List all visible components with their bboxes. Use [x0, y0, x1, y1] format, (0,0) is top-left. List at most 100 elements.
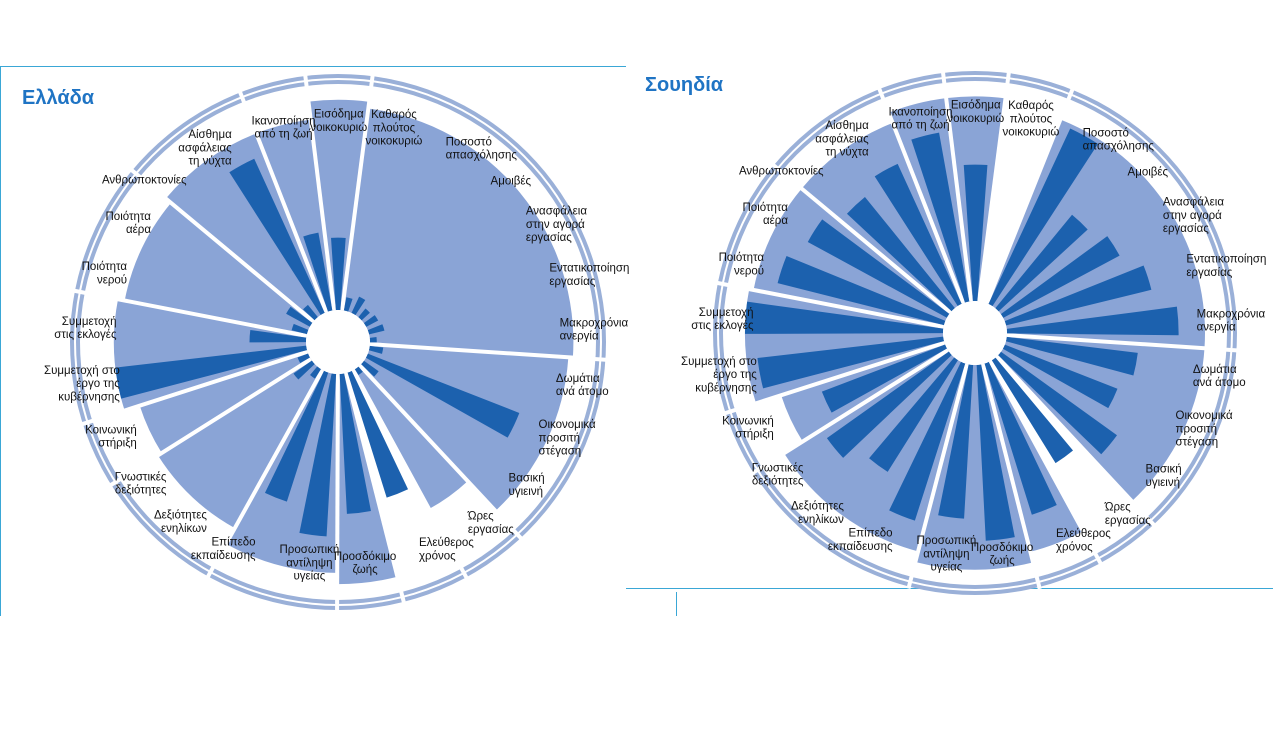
- bar-16: [826, 351, 952, 458]
- bar-23: [229, 158, 325, 316]
- bar-3: [358, 308, 370, 321]
- category-label-0: Εισόδημα νοικοκυριώ: [310, 109, 367, 134]
- bar-23: [874, 163, 962, 307]
- bar-9: [361, 360, 379, 377]
- sweden-panel: Σουηδία Εισόδημα νοικοκυριώ Καθαρός πλούτος…: [626, 0, 1273, 746]
- category-label-19: Συμμετοχή στις εκλογές: [54, 316, 117, 341]
- category-label-10: Ώρες εργασίας: [1104, 502, 1151, 527]
- bar-7: [368, 345, 384, 354]
- category-label-6: Μακροχρόνια ανεργία: [560, 317, 629, 342]
- category-label-12: Προσδόκιμο ζωής: [334, 551, 396, 576]
- category-label-23: Αίσθημα ασφάλειας τη νύχτα: [815, 120, 869, 158]
- bar-20: [777, 255, 946, 326]
- category-label-7: Δωμάτια ανά άτομο: [556, 373, 609, 398]
- bar-13: [938, 364, 974, 519]
- sector-separator-8: [108, 357, 312, 488]
- category-label-17: Κοινωνική στήριξη: [722, 415, 774, 440]
- sweden-frame-tick: [676, 592, 677, 616]
- bar-10: [354, 366, 363, 375]
- bar-2: [988, 128, 1098, 307]
- sector-separator-5: [988, 360, 1104, 566]
- bar-22: [846, 196, 955, 312]
- sector-separator-5: [343, 372, 407, 605]
- bar-21: [807, 219, 950, 318]
- bar-16: [293, 360, 315, 380]
- category-label-2: Ποσοστό απασχόλησης: [1083, 127, 1155, 152]
- category-label-0: Εισόδημα νοικοκυριώ: [947, 100, 1004, 125]
- category-label-24: Ικανοποίηση από τη ζωή: [889, 106, 953, 131]
- bar-15: [869, 357, 958, 472]
- bar-19: [249, 329, 307, 343]
- category-label-24: Ικανοποίηση από τη ζωή: [252, 115, 316, 140]
- category-label-23: Αίσθημα ασφάλειας τη νύχτα: [178, 129, 232, 167]
- category-label-18: Συμμετοχή στο έργο της κυβέρνησης: [44, 365, 120, 403]
- sector-separator-7: [205, 369, 325, 580]
- category-label-11: Ελεύθερος χρόνος: [419, 537, 474, 562]
- sector-separator-6: [335, 373, 340, 613]
- category-label-2: Ποσοστό απασχόλησης: [446, 136, 518, 161]
- bar-0: [331, 237, 346, 311]
- category-label-9: Βασική υγιεινή: [1146, 464, 1182, 489]
- bar-4: [363, 315, 379, 327]
- category-label-5: Εντατικοποίηση εργασίας: [1186, 254, 1266, 279]
- sector-separator-0: [303, 73, 337, 311]
- bar-18: [115, 345, 308, 399]
- bar-21: [286, 306, 313, 327]
- bar-13: [299, 373, 337, 537]
- bar-17: [821, 344, 948, 413]
- bar-6: [369, 336, 377, 343]
- sector-separator-12: [876, 86, 966, 304]
- category-label-16: Γνωστικές δεξιότητες: [752, 462, 804, 487]
- bar-6: [1006, 306, 1179, 336]
- bar-5: [1004, 265, 1152, 326]
- category-label-13: Προσωπική αντίληψη υγείας: [917, 535, 977, 573]
- bar-14: [264, 370, 329, 502]
- center-hole: [943, 301, 1007, 365]
- sector-group-1: [342, 108, 574, 358]
- sector-group-3: [996, 335, 1205, 502]
- category-label-14: Επίπεδο εκπαίδευσης: [828, 528, 893, 553]
- greece-title: Ελλάδα: [22, 87, 95, 109]
- category-label-16: Γνωστικές δεξιότητες: [115, 471, 167, 496]
- bar-0: [963, 164, 988, 302]
- category-label-3: Αμοιβές: [1128, 167, 1169, 179]
- sector-separator-0: [940, 70, 974, 302]
- bar-20: [291, 323, 309, 335]
- category-label-15: Δεξιότητες ενηλίκων: [154, 510, 207, 535]
- sector-separator-9: [723, 340, 946, 416]
- sector-separator-2: [985, 87, 1075, 305]
- category-label-8: Οικονομικά προσιτή στέγαση: [1176, 410, 1233, 448]
- greece-frame-left: [0, 66, 1, 616]
- bar-2: [351, 296, 366, 316]
- bar-24: [911, 132, 970, 303]
- sector-separator-7: [906, 363, 969, 589]
- category-label-22: Ανθρωποκτονίες: [739, 166, 824, 178]
- category-label-9: Βασική υγιεινή: [509, 473, 545, 498]
- greece-panel: Ελλάδα Εισόδημα νοικοκυριώ Καθαρός πλούτος ν…: [0, 66, 630, 616]
- sector-separator-1: [977, 70, 1011, 302]
- category-label-3: Αμοιβές: [491, 176, 532, 188]
- sector-group-3: [353, 365, 468, 509]
- bar-12: [976, 364, 1015, 541]
- bar-3: [995, 214, 1088, 312]
- sector-group-2: [359, 344, 569, 511]
- bar-1: [343, 297, 353, 312]
- sector-separator-6: [980, 363, 1042, 590]
- bar-15: [310, 366, 321, 379]
- bar-14: [889, 361, 966, 521]
- sector-group-0: [308, 99, 370, 311]
- sector-group-10: [124, 202, 314, 336]
- greece-frame-top: [0, 66, 626, 67]
- sector-separator-8: [750, 348, 949, 476]
- bar-7: [1005, 336, 1138, 376]
- bar-8: [365, 353, 520, 438]
- sector-separator-1: [340, 73, 375, 311]
- category-label-4: Ανασφάλεια στην αγορά εργασίας: [1163, 197, 1224, 235]
- sector-separator-2: [369, 342, 608, 362]
- category-label-1: Καθαρός πλούτος νοικοκυριώ: [366, 109, 423, 147]
- bar-11: [347, 370, 409, 498]
- bar-11: [984, 361, 1057, 515]
- category-label-17: Κοινωνική στήριξη: [85, 424, 137, 449]
